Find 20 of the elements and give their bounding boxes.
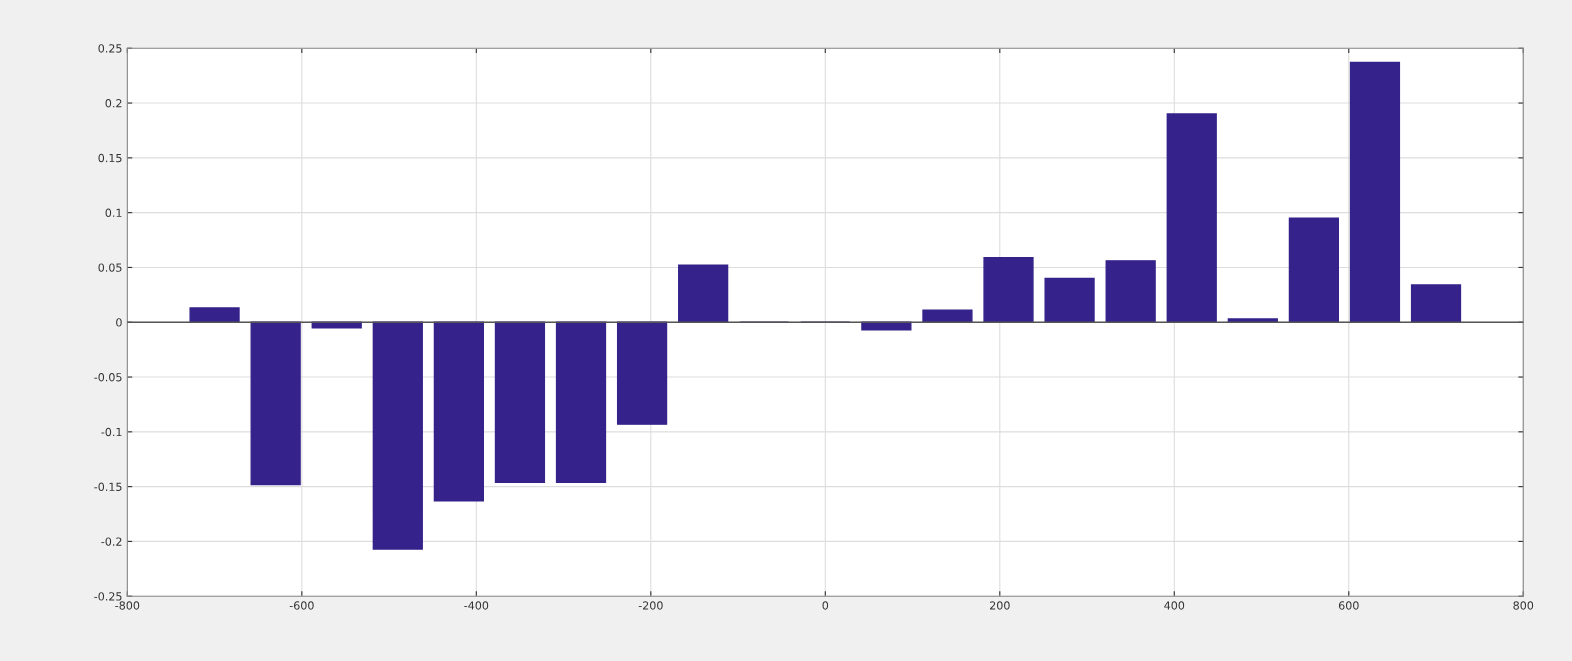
x-tick-label: 0 bbox=[822, 601, 829, 610]
x-tick-label: -400 bbox=[464, 601, 489, 610]
x-tick-label: 400 bbox=[1164, 601, 1185, 610]
y-tick-label: 0 bbox=[116, 318, 122, 327]
y-tick-label: -0.1 bbox=[101, 427, 122, 437]
y-tick-label: -0.15 bbox=[94, 482, 122, 492]
y-tick-label: 0.1 bbox=[105, 208, 122, 218]
x-tick-label: -600 bbox=[289, 601, 314, 610]
x-tick-label: -200 bbox=[638, 601, 663, 610]
y-tick-label: 0.15 bbox=[98, 153, 122, 163]
y-tick-label: -0.25 bbox=[94, 592, 122, 601]
y-tick-label: -0.05 bbox=[94, 373, 122, 382]
y-tick-label: 0.05 bbox=[98, 263, 122, 272]
x-tick-label: 600 bbox=[1338, 601, 1359, 610]
y-tick-label: 0.25 bbox=[98, 44, 122, 53]
y-tick-label: -0.2 bbox=[101, 537, 122, 546]
y-tick-label: 0.2 bbox=[105, 99, 122, 108]
x-tick-label: 200 bbox=[990, 601, 1010, 610]
x-tick-label: 800 bbox=[1513, 601, 1534, 610]
x-tick-label: -800 bbox=[115, 601, 140, 610]
